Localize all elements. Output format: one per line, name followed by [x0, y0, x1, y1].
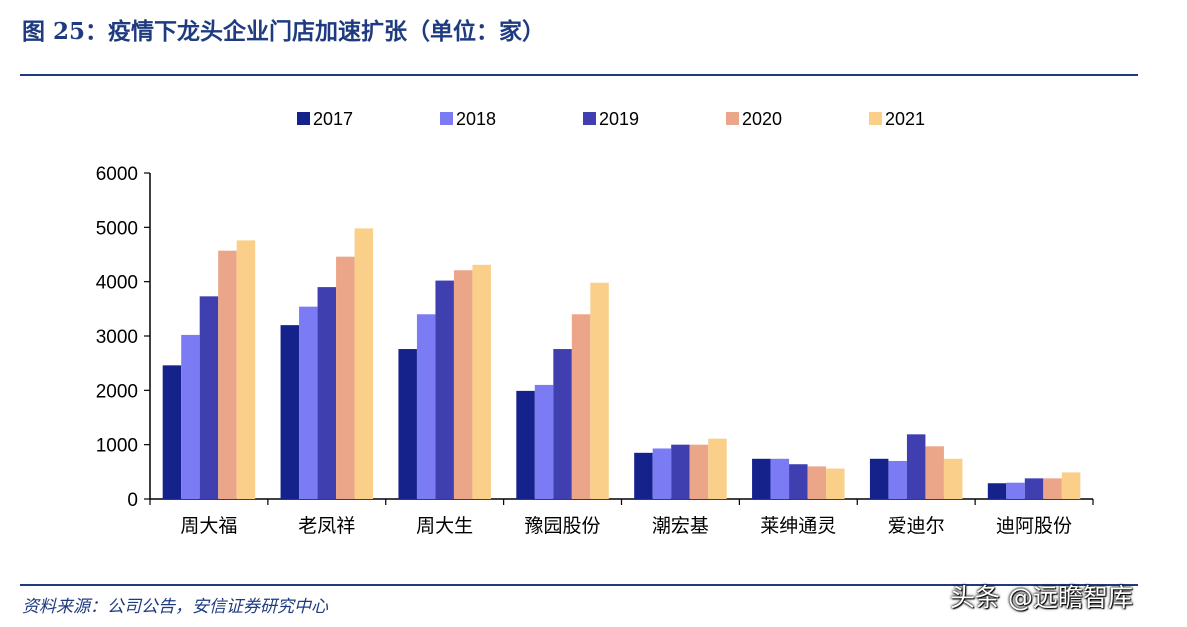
- legend-label: 2020: [742, 109, 782, 129]
- bar-2019: [317, 287, 337, 499]
- y-tick-label: 2000: [96, 381, 138, 402]
- figure-title: 图 25：疫情下龙头企业门店加速扩张（单位：家）: [22, 18, 546, 45]
- bar-2021: [590, 282, 609, 499]
- bar-2019: [435, 280, 454, 499]
- bar-2017: [634, 452, 653, 499]
- bar-2021: [1061, 472, 1081, 499]
- y-tick-label: 3000: [96, 327, 138, 348]
- bar-2017: [752, 458, 771, 499]
- bar-2021: [708, 438, 727, 499]
- y-tick-label: 0: [127, 490, 138, 511]
- bars: [162, 228, 1081, 500]
- x-category-label: 爱迪尔: [888, 515, 945, 537]
- x-category-label: 周大生: [416, 515, 473, 537]
- bar-2020: [453, 270, 473, 499]
- y-tick-label: 1000: [96, 436, 138, 457]
- bar-2020: [218, 250, 237, 499]
- bar-2017: [516, 390, 535, 499]
- bar-2021: [943, 458, 963, 499]
- bar-2019: [553, 349, 572, 499]
- x-axis: 周大福 老凤祥 周大生 豫园股份 潮宏基 莱绅通灵 爱迪尔 迪阿股份: [149, 498, 1094, 537]
- bar-2019: [789, 464, 808, 499]
- bar-2021: [236, 240, 256, 499]
- legend-swatch: [869, 112, 882, 125]
- bar-2020: [689, 444, 709, 499]
- bar-2017: [987, 483, 1007, 499]
- legend-swatch: [440, 112, 453, 125]
- legend-label: 2021: [885, 109, 925, 129]
- y-axis: 0 1000 2000 3000 4000 5000 6000: [96, 164, 151, 511]
- legend-label: 2018: [456, 109, 496, 129]
- bar-2017: [162, 365, 182, 499]
- bar-2018: [888, 460, 907, 499]
- bar-2020: [807, 466, 827, 499]
- y-tick-label: 6000: [96, 164, 138, 185]
- bar-2018: [416, 314, 436, 499]
- y-tick-label: 4000: [96, 273, 138, 294]
- bar-2019: [1024, 478, 1044, 499]
- bar-2021: [826, 468, 845, 499]
- legend-swatch: [583, 112, 596, 125]
- y-tick-label: 5000: [96, 218, 138, 239]
- bar-2019: [671, 444, 690, 499]
- bar-2020: [571, 314, 591, 499]
- legend-swatch: [297, 112, 310, 125]
- source-note: 资料来源：公司公告，安信证券研究中心: [22, 597, 328, 617]
- x-category-label: 老凤祥: [298, 515, 355, 537]
- bar-2020: [925, 446, 944, 499]
- bar-2020: [1043, 478, 1062, 499]
- bar-2018: [770, 458, 790, 499]
- legend: 2017 2018 2019 2020 2021: [297, 109, 925, 129]
- x-category-label: 潮宏基: [652, 515, 709, 537]
- top-divider: [20, 74, 1138, 76]
- x-category-label: 豫园股份: [525, 515, 601, 537]
- x-category-label: 莱绅通灵: [760, 515, 836, 537]
- bar-2017: [398, 349, 417, 499]
- bottom-divider: [20, 584, 1138, 586]
- bar-2019: [906, 434, 926, 499]
- bar-2018: [299, 306, 318, 499]
- bar-2018: [534, 384, 554, 499]
- bar-2018: [652, 448, 672, 499]
- x-category-label: 迪阿股份: [996, 515, 1072, 537]
- bar-2017: [280, 325, 300, 499]
- legend-label: 2019: [599, 109, 639, 129]
- legend-label: 2017: [313, 109, 353, 129]
- x-category-label: 周大福: [180, 515, 237, 537]
- bar-2021: [354, 228, 374, 500]
- bar-2018: [181, 334, 200, 499]
- legend-swatch: [726, 112, 739, 125]
- bar-2019: [199, 296, 219, 499]
- bar-2020: [336, 256, 355, 499]
- bar-2017: [869, 458, 889, 499]
- bar-2021: [472, 264, 491, 499]
- bar-2018: [1006, 482, 1025, 499]
- watermark-text: 头条 @远瞻智库: [950, 583, 1133, 612]
